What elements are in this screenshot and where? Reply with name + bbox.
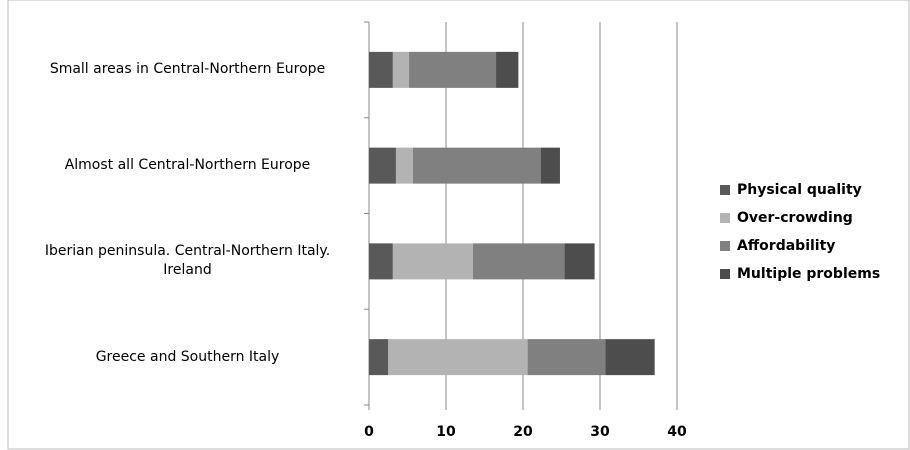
y-tick-label: Greece and Southern Italy xyxy=(95,348,280,365)
bar-segment xyxy=(412,147,541,184)
x-tick-label: 0 xyxy=(364,424,374,440)
category-label-box: Greece and Southern Italy xyxy=(95,348,280,365)
x-tick-label: 10 xyxy=(436,424,456,440)
bar-segment xyxy=(388,339,528,376)
category-label-box: Almost all Central-Northern Europe xyxy=(64,157,311,174)
bar-segment xyxy=(369,147,396,184)
legend-label: Over-crowding xyxy=(737,210,853,226)
x-tick-label: 40 xyxy=(667,424,687,440)
y-tick-label: Almost all Central-Northern Europe xyxy=(64,157,311,174)
bar-segment xyxy=(392,243,473,280)
category-label-box: Small areas in Central-Northern Europe xyxy=(49,61,326,78)
bar-segment xyxy=(395,147,413,184)
legend-swatch xyxy=(720,269,730,279)
bar-segment xyxy=(369,51,393,88)
legend-swatch xyxy=(720,213,730,223)
legend-label: Affordability xyxy=(737,238,835,254)
bar-segment xyxy=(564,243,595,280)
category-label-box: Iberian peninsula. Central-Northern Ital… xyxy=(44,243,331,279)
bar-segment xyxy=(392,51,410,88)
legend-swatch xyxy=(720,241,730,251)
y-tick-label: Small areas in Central-Northern Europe xyxy=(49,61,326,78)
bar-segment xyxy=(605,339,655,376)
x-tick-label: 20 xyxy=(513,424,533,440)
y-tick-label: Iberian peninsula. Central-Northern Ital… xyxy=(44,243,331,279)
bar-segment xyxy=(540,147,560,184)
x-tick-label: 30 xyxy=(590,424,610,440)
bar-segment xyxy=(369,243,393,280)
legend-swatch xyxy=(720,185,730,195)
legend-label: Physical quality xyxy=(737,182,862,198)
bar-segment xyxy=(527,339,606,376)
bar-segment xyxy=(472,243,565,280)
bar-segment xyxy=(369,339,389,376)
legend-label: Multiple problems xyxy=(737,266,880,282)
bar-segment xyxy=(496,51,519,88)
bar-segment xyxy=(409,51,497,88)
